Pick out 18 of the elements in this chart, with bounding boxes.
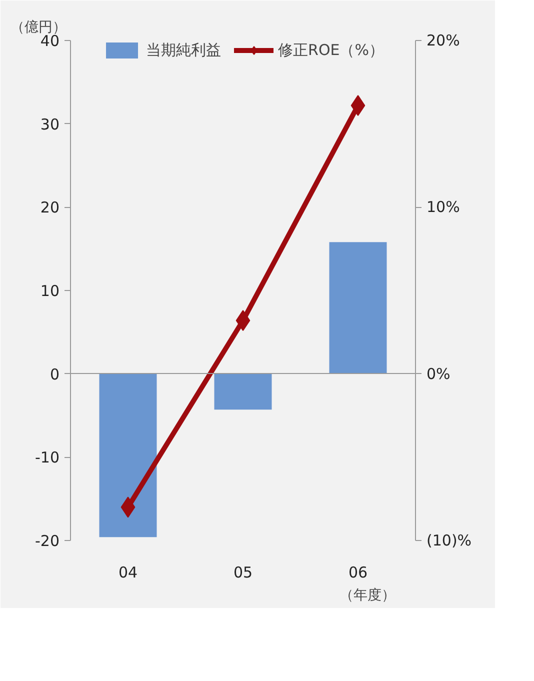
legend-label: 修正ROE（%） — [278, 40, 384, 60]
y-tick-label: 30 — [40, 115, 60, 134]
point — [236, 310, 250, 331]
y-tick-label: 0 — [50, 365, 60, 384]
y-tick-label: -10 — [35, 448, 60, 467]
y2-tick-label: 20% — [426, 32, 460, 50]
point — [350, 95, 366, 116]
y2-tick-label: (10)% — [426, 532, 472, 550]
y2-tick-label: 10% — [426, 198, 460, 216]
x-axis-title: （年度） — [340, 588, 396, 604]
y-tick-label: 20 — [40, 198, 60, 217]
y-tick-label: 10 — [40, 282, 60, 300]
legend-label: 当期純利益 — [146, 40, 222, 60]
y-tick-label: -20 — [35, 532, 60, 550]
y2-tick-label: 0% — [426, 364, 450, 383]
x-tick-label: 05 — [233, 564, 253, 582]
x-tick-label: 04 — [118, 564, 138, 582]
x-tick-label: 06 — [348, 564, 368, 582]
